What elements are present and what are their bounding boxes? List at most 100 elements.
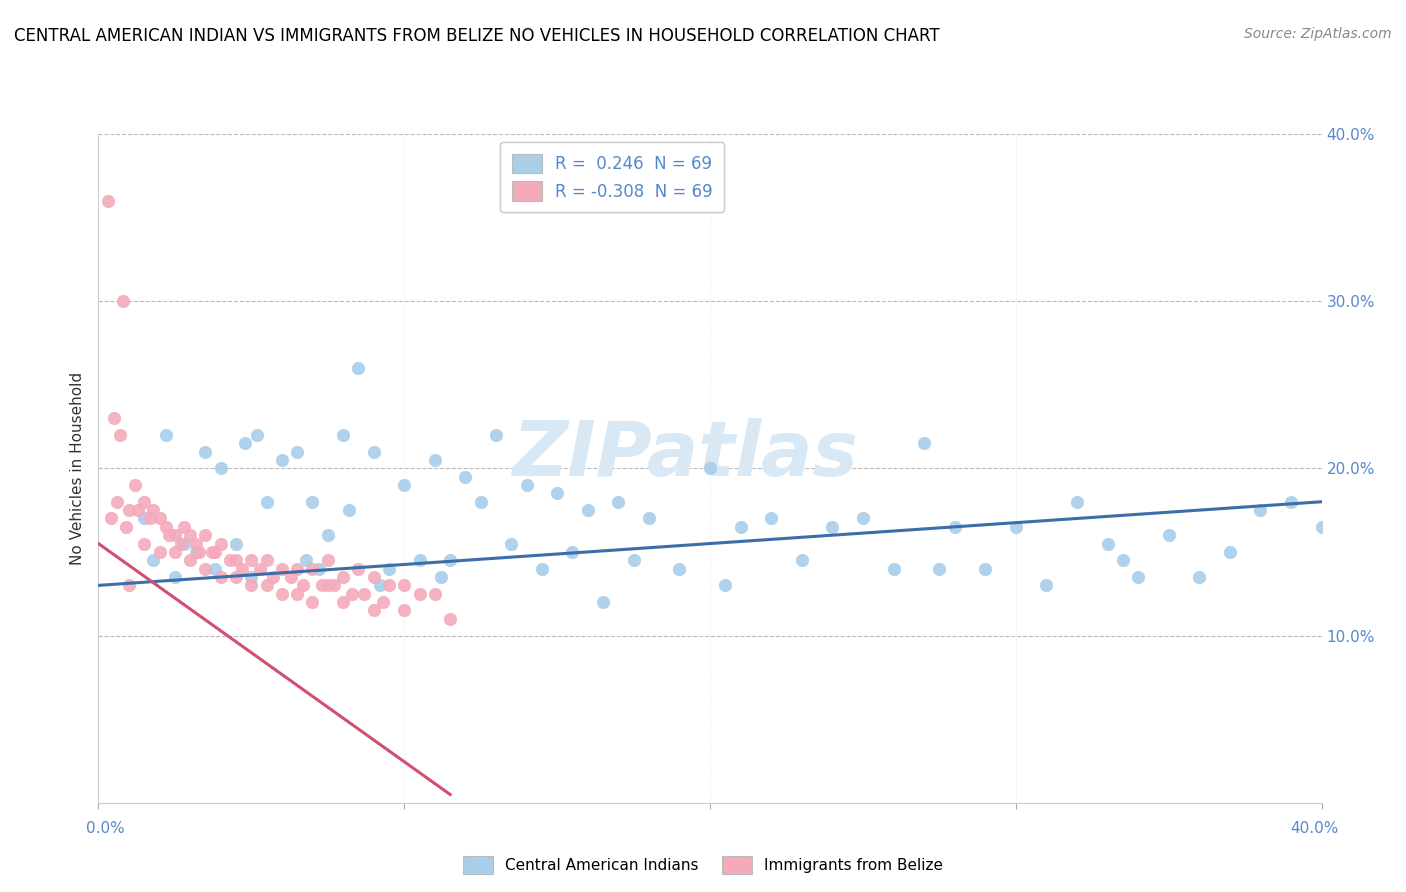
Point xyxy=(173,536,195,550)
Point xyxy=(163,570,186,584)
Point xyxy=(439,553,461,567)
Point xyxy=(1188,570,1211,584)
Point xyxy=(714,578,737,592)
Point xyxy=(115,520,138,534)
Point xyxy=(371,595,394,609)
Point xyxy=(200,545,222,559)
Point xyxy=(423,453,446,467)
Point xyxy=(157,528,180,542)
Point xyxy=(231,562,253,576)
Point xyxy=(301,494,323,508)
Point xyxy=(1250,503,1272,517)
Point xyxy=(173,520,195,534)
Point xyxy=(270,587,294,601)
Point xyxy=(163,528,186,542)
Point xyxy=(301,562,323,576)
Point xyxy=(363,444,385,458)
Point xyxy=(97,194,120,208)
Point xyxy=(668,562,690,576)
Point xyxy=(1310,520,1333,534)
Point xyxy=(347,361,370,376)
Point xyxy=(576,503,599,517)
Text: 0.0%: 0.0% xyxy=(86,821,125,836)
Point xyxy=(1112,553,1135,567)
Point xyxy=(209,461,232,475)
Point xyxy=(225,553,247,567)
Point xyxy=(186,536,208,550)
Point xyxy=(194,528,217,542)
Point xyxy=(194,444,217,458)
Point xyxy=(347,562,370,576)
Point xyxy=(118,503,141,517)
Point xyxy=(821,520,844,534)
Point xyxy=(392,603,416,617)
Point xyxy=(439,612,461,626)
Point xyxy=(353,587,375,601)
Point xyxy=(292,578,315,592)
Point xyxy=(332,428,354,442)
Point xyxy=(561,545,583,559)
Point xyxy=(209,570,232,584)
Point xyxy=(134,494,156,508)
Text: ZIPatlas: ZIPatlas xyxy=(513,418,859,491)
Point xyxy=(188,545,211,559)
Legend: Central American Indians, Immigrants from Belize: Central American Indians, Immigrants fro… xyxy=(457,850,949,880)
Point xyxy=(118,578,141,592)
Point xyxy=(316,578,339,592)
Point xyxy=(485,428,508,442)
Point xyxy=(170,536,193,550)
Point xyxy=(270,453,294,467)
Text: Source: ZipAtlas.com: Source: ZipAtlas.com xyxy=(1244,27,1392,41)
Point xyxy=(194,562,217,576)
Point xyxy=(233,436,256,450)
Point xyxy=(1279,494,1302,508)
Point xyxy=(134,536,156,550)
Point xyxy=(179,553,201,567)
Point xyxy=(149,511,172,525)
Point xyxy=(240,578,263,592)
Point xyxy=(974,562,997,576)
Point xyxy=(105,494,128,508)
Point xyxy=(790,553,813,567)
Point xyxy=(883,562,905,576)
Point xyxy=(186,545,208,559)
Point xyxy=(316,528,339,542)
Text: 40.0%: 40.0% xyxy=(1291,821,1339,836)
Point xyxy=(308,562,330,576)
Point xyxy=(363,603,385,617)
Point xyxy=(219,553,242,567)
Point xyxy=(124,478,146,492)
Point xyxy=(332,570,354,584)
Point xyxy=(209,536,232,550)
Point xyxy=(501,536,523,550)
Point xyxy=(139,511,162,525)
Point xyxy=(127,503,149,517)
Point xyxy=(430,570,453,584)
Y-axis label: No Vehicles in Household: No Vehicles in Household xyxy=(70,372,86,565)
Point xyxy=(295,553,318,567)
Point xyxy=(470,494,492,508)
Point xyxy=(301,595,323,609)
Point xyxy=(699,461,721,475)
Point xyxy=(378,562,401,576)
Point xyxy=(454,469,477,483)
Point xyxy=(142,553,165,567)
Point xyxy=(179,528,201,542)
Text: CENTRAL AMERICAN INDIAN VS IMMIGRANTS FROM BELIZE NO VEHICLES IN HOUSEHOLD CORRE: CENTRAL AMERICAN INDIAN VS IMMIGRANTS FR… xyxy=(14,27,939,45)
Point xyxy=(638,511,661,525)
Point xyxy=(1128,570,1150,584)
Point xyxy=(270,562,294,576)
Point xyxy=(408,587,430,601)
Point xyxy=(623,553,645,567)
Point xyxy=(163,545,186,559)
Point xyxy=(530,562,553,576)
Point xyxy=(149,545,172,559)
Point xyxy=(256,553,278,567)
Point xyxy=(928,562,950,576)
Point xyxy=(516,478,538,492)
Point xyxy=(262,570,284,584)
Point xyxy=(285,562,308,576)
Point xyxy=(285,444,308,458)
Point xyxy=(1004,520,1026,534)
Point xyxy=(337,503,360,517)
